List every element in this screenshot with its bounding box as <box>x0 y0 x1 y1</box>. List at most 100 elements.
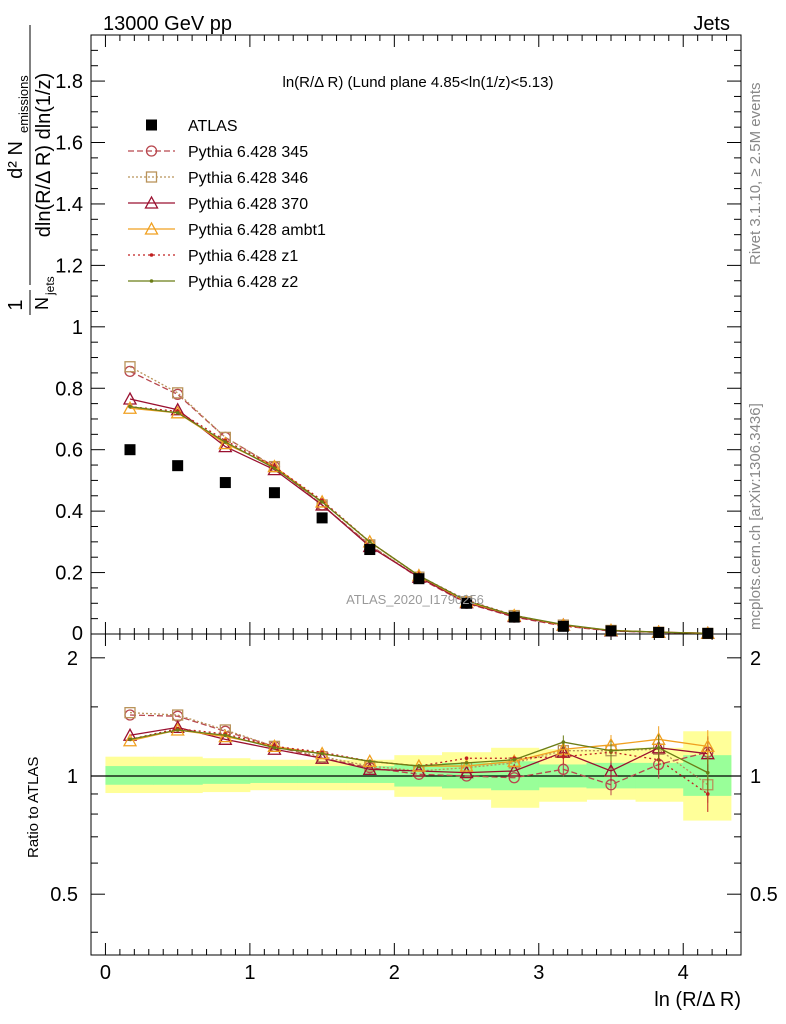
text-layer: 13000 GeV pp Jets ln(R/Δ R) (Lund plane … <box>5 13 764 1011</box>
ratio-y-axis-label: Ratio to ATLAS <box>25 757 42 858</box>
plot-title: ln(R/Δ R) (Lund plane 4.85<ln(1/z)<5.13) <box>282 74 553 91</box>
series-point <box>315 494 330 508</box>
ratio-point <box>609 748 613 753</box>
series-point <box>175 411 180 415</box>
data-point <box>461 597 473 609</box>
y-tick-label-zero: 0 <box>72 623 83 645</box>
data-point <box>702 627 714 639</box>
ratio-y-tick-label-right: 0.5 <box>750 884 778 906</box>
ratio-point <box>705 770 710 775</box>
y-tick-label: 1.6 <box>55 133 83 155</box>
header-right: Jets <box>693 13 730 35</box>
x-tick-label: 3 <box>533 962 544 984</box>
legend-label: Pythia 6.428 z1 <box>188 248 298 265</box>
x-tick-label: 1 <box>244 962 255 984</box>
ratio-point <box>124 707 136 719</box>
ratio-point <box>367 759 372 764</box>
ratio-point <box>272 745 277 750</box>
band-inner <box>297 766 348 783</box>
ratio-point <box>656 745 661 750</box>
legend-marker <box>144 195 159 209</box>
series-point <box>124 361 136 373</box>
ratio-point <box>561 740 566 744</box>
ratio-point <box>464 761 469 765</box>
x-tick-label: 4 <box>678 962 689 984</box>
legend-label: Pythia 6.428 370 <box>188 196 308 213</box>
ratio-y-tick-label: 0.5 <box>50 884 78 906</box>
series-point <box>367 540 372 544</box>
ratio-frame <box>90 633 742 956</box>
legend-label: Pythia 6.428 346 <box>188 170 308 187</box>
watermark: ATLAS_2020_I1790256 <box>346 592 484 607</box>
y-tick-label: 0.6 <box>55 440 83 462</box>
data-point <box>557 620 569 632</box>
ratio-point <box>603 763 619 777</box>
legend-label: Pythia 6.428 ambt1 <box>188 222 326 239</box>
ratio-point <box>459 758 474 772</box>
legend-label: ATLAS <box>188 118 238 135</box>
ratio-y-tick-label-right: 1 <box>750 766 761 788</box>
ratio-point <box>122 733 138 747</box>
ratio-y-tick-label: 2 <box>67 648 78 670</box>
ratio-point <box>218 731 233 745</box>
ratio-point <box>362 761 377 775</box>
legend-entry: ATLAS <box>146 118 238 135</box>
ratio-series-z2 <box>128 728 710 791</box>
legend-entry: Pythia 6.428 370 <box>128 195 308 213</box>
ratio-point <box>417 764 421 768</box>
y-label-one: 1 <box>5 299 27 310</box>
ratio-point <box>507 763 522 777</box>
data-point <box>605 625 617 637</box>
x-axis-label: ln (R/Δ R) <box>654 989 741 1011</box>
ratio-point <box>320 751 324 756</box>
band-inner <box>249 766 299 783</box>
legend-entry: Pythia 6.428 345 <box>128 144 308 161</box>
axes: 0 1 2 3 4 0.2 0.4 0.6 0.8 1 1.2 1.4 1.6 1.8 0 0.5 0.5 1 1 2… <box>50 34 778 984</box>
series-point <box>128 404 132 409</box>
ratio-point <box>464 756 469 761</box>
ratio-point <box>700 738 715 752</box>
data-point <box>413 573 425 585</box>
ratio-point <box>175 728 180 732</box>
y-label-njets-sub: jets <box>43 276 57 296</box>
series-point <box>272 466 277 470</box>
legend-marker <box>145 145 158 157</box>
ratio-point <box>508 772 520 784</box>
y-tick-label: 0.2 <box>55 563 83 585</box>
mcplots-label: mcplots.cern.ch [arXiv:1306.3436] <box>747 403 764 630</box>
data-point <box>124 444 136 456</box>
ratio-point <box>267 738 282 752</box>
y-tick-label: 0.4 <box>55 501 83 523</box>
series-point <box>218 439 233 453</box>
series-layer <box>122 361 715 812</box>
data-point <box>316 512 328 524</box>
ratio-point <box>705 792 710 796</box>
ratio-point <box>128 737 132 742</box>
ratio-point <box>512 757 517 762</box>
legend-entry: Pythia 6.428 ambt1 <box>128 221 326 239</box>
data-point <box>172 460 184 472</box>
series-point <box>320 500 324 504</box>
series-point <box>223 440 228 444</box>
ratio-point <box>557 763 569 775</box>
ratio-y-tick-label-right: 2 <box>750 648 761 670</box>
series-point <box>170 402 185 416</box>
y-tick-label: 1.8 <box>55 71 83 93</box>
ratio-y-tick-label: 1 <box>67 766 78 788</box>
legend-entry: Pythia 6.428 346 <box>128 170 308 187</box>
legend-marker <box>149 279 154 283</box>
ratio-point <box>507 753 522 767</box>
series-point <box>122 391 138 405</box>
legend-label: Pythia 6.428 345 <box>188 144 308 161</box>
legend-label: Pythia 6.428 z2 <box>188 274 298 291</box>
y-tick-label: 1.4 <box>55 194 83 216</box>
legend-marker <box>146 119 157 131</box>
legend-marker <box>149 253 154 257</box>
data-point <box>653 626 665 638</box>
series-point <box>172 387 184 399</box>
y-label-njets: N <box>32 297 52 310</box>
data-point <box>219 477 231 489</box>
